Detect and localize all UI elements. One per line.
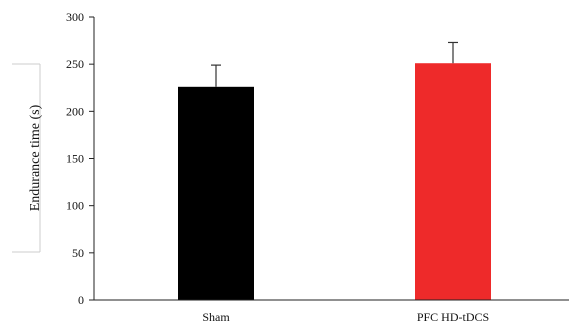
y-ticks: 0 50 100 150 200 250 300 [66,10,94,307]
category-label: PFC HD-tDCS [417,310,489,324]
category-labels: Sham PFC HD-tDCS [202,310,489,324]
error-bars [211,41,458,87]
y-tick-label: 150 [66,152,84,166]
y-tick-label: 300 [66,10,84,24]
y-tick-label: 200 [66,104,84,118]
y-tick-label: 50 [72,246,84,260]
bar-sham [178,86,254,300]
bars [178,63,491,301]
category-label: Sham [202,310,230,324]
y-axis-label: Endurance time (s) [28,104,43,211]
y-tick-label: 250 [66,57,84,71]
bar-pfc-hd-tdcs [415,63,491,301]
y-tick-label: 0 [78,293,84,307]
y-tick-label: 100 [66,199,84,213]
